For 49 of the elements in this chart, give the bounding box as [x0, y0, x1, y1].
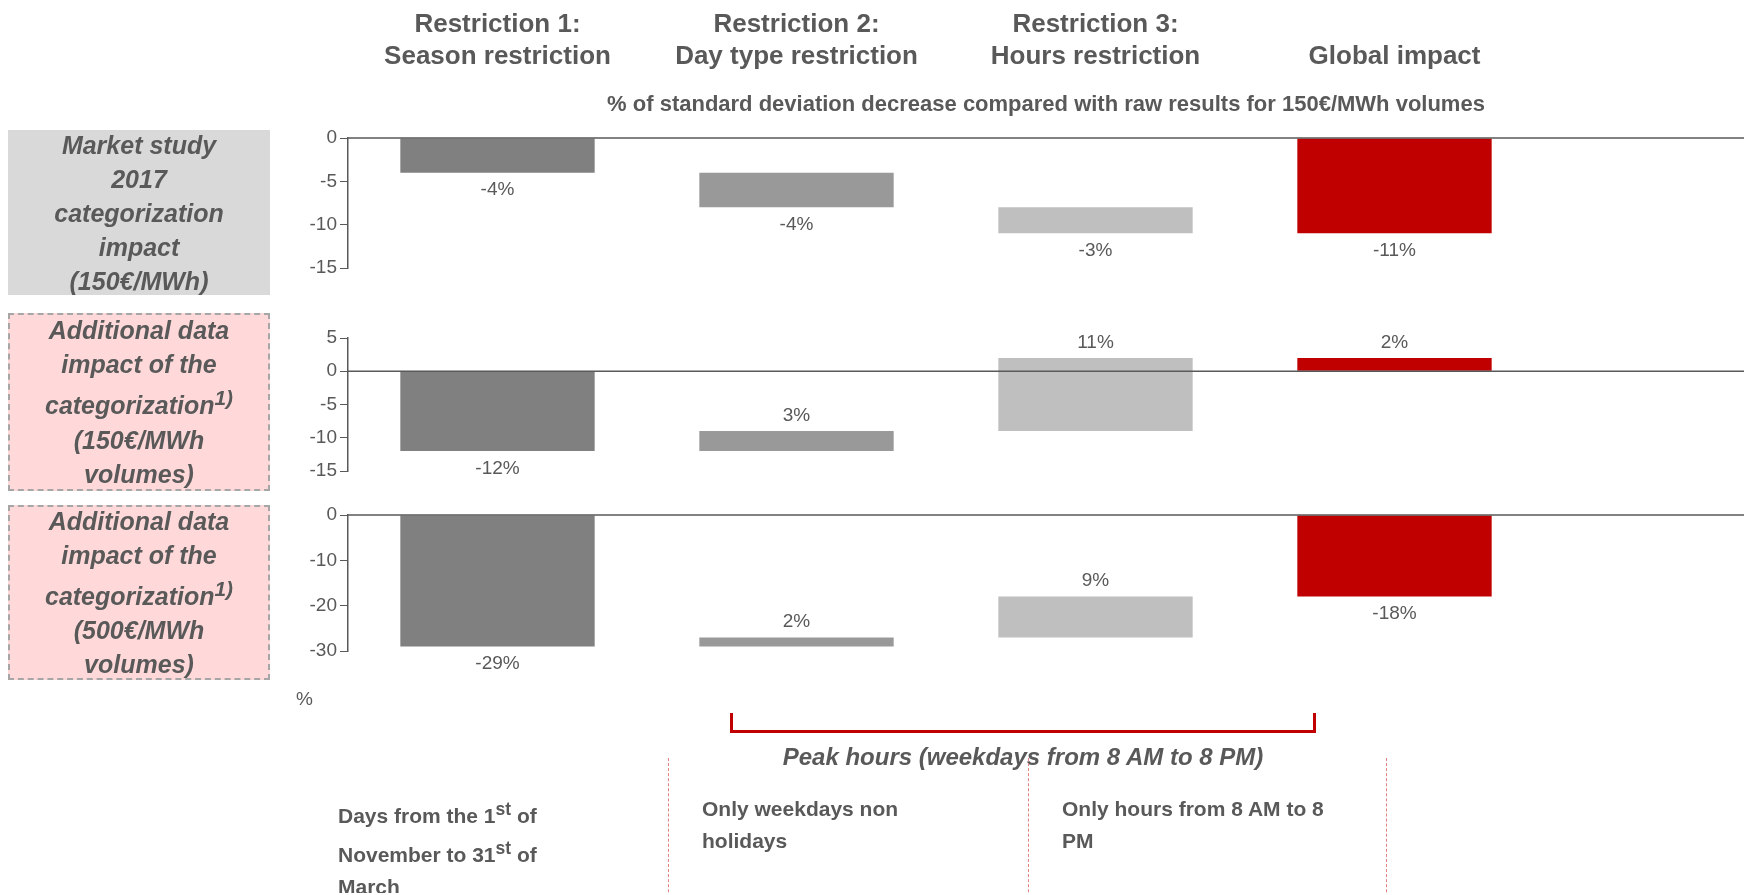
y-tick-label: 0	[326, 126, 337, 148]
bar	[400, 138, 595, 173]
text: Market study 2017 categorization impact (150€/MWh)	[8, 127, 270, 298]
data-label: -4%	[480, 178, 515, 200]
data-label: -3%	[1078, 239, 1113, 261]
x-tick-label: Restriction 2: Day type restriction	[675, 8, 918, 70]
text: Peak hours (weekdays from 8 AM to 8 PM)	[781, 743, 1265, 771]
x-tick-label: Global impact	[1308, 39, 1481, 70]
bar	[1297, 138, 1492, 234]
text: Only hours from 8 AM to 8 PM	[1062, 796, 1325, 854]
y-tick-label: 0	[326, 503, 337, 525]
y-tick-label: -30	[309, 639, 337, 661]
y-axis-title: %	[296, 688, 313, 710]
y-tick-label: -10	[309, 212, 337, 234]
data-label: 2%	[1380, 330, 1409, 352]
data-label: 2%	[782, 610, 811, 632]
y-tick-label: -20	[309, 593, 337, 615]
data-label: -29%	[475, 652, 520, 674]
bar	[400, 371, 595, 452]
bar	[1297, 515, 1492, 597]
data-label: -18%	[1372, 602, 1417, 624]
text: Additional data impact of the categorization$^{1)}$ (150€/MWh volumes)	[10, 313, 268, 491]
y-tick-label: -5	[320, 169, 337, 191]
data-label: 3%	[782, 403, 811, 425]
y-tick-label: -15	[309, 256, 337, 278]
data-label: 11%	[1077, 330, 1114, 352]
bar	[1297, 357, 1492, 371]
y-tick-label: 0	[326, 359, 337, 381]
y-tick-label: -10	[309, 425, 337, 447]
bar	[998, 596, 1193, 638]
x-tick-label: Restriction 3: Hours restriction	[990, 8, 1201, 70]
x-tick-label: Restriction 1: Season restriction	[384, 8, 611, 70]
y-tick-label: 5	[326, 326, 337, 348]
y-tick-label: -10	[309, 548, 337, 570]
data-label: -4%	[779, 213, 814, 235]
data-label: -11%	[1373, 239, 1417, 261]
bar	[400, 515, 595, 647]
text: Only weekdays non holidays	[702, 796, 900, 854]
data-label: -12%	[475, 456, 520, 478]
y-tick-label: -15	[309, 459, 337, 481]
text: Additional data impact of the categorization$^{1)}$ (500€/MWh volumes)	[10, 503, 268, 682]
bar	[998, 207, 1193, 234]
bar	[699, 172, 894, 208]
chart-subtitle: % of standard deviation decrease compared with raw results for 150€/MWh volumes	[607, 91, 1485, 117]
y-tick-label: -5	[320, 392, 337, 414]
bar	[998, 357, 1193, 432]
bar	[699, 637, 894, 647]
data-label: 9%	[1081, 569, 1110, 591]
bar	[699, 431, 894, 452]
